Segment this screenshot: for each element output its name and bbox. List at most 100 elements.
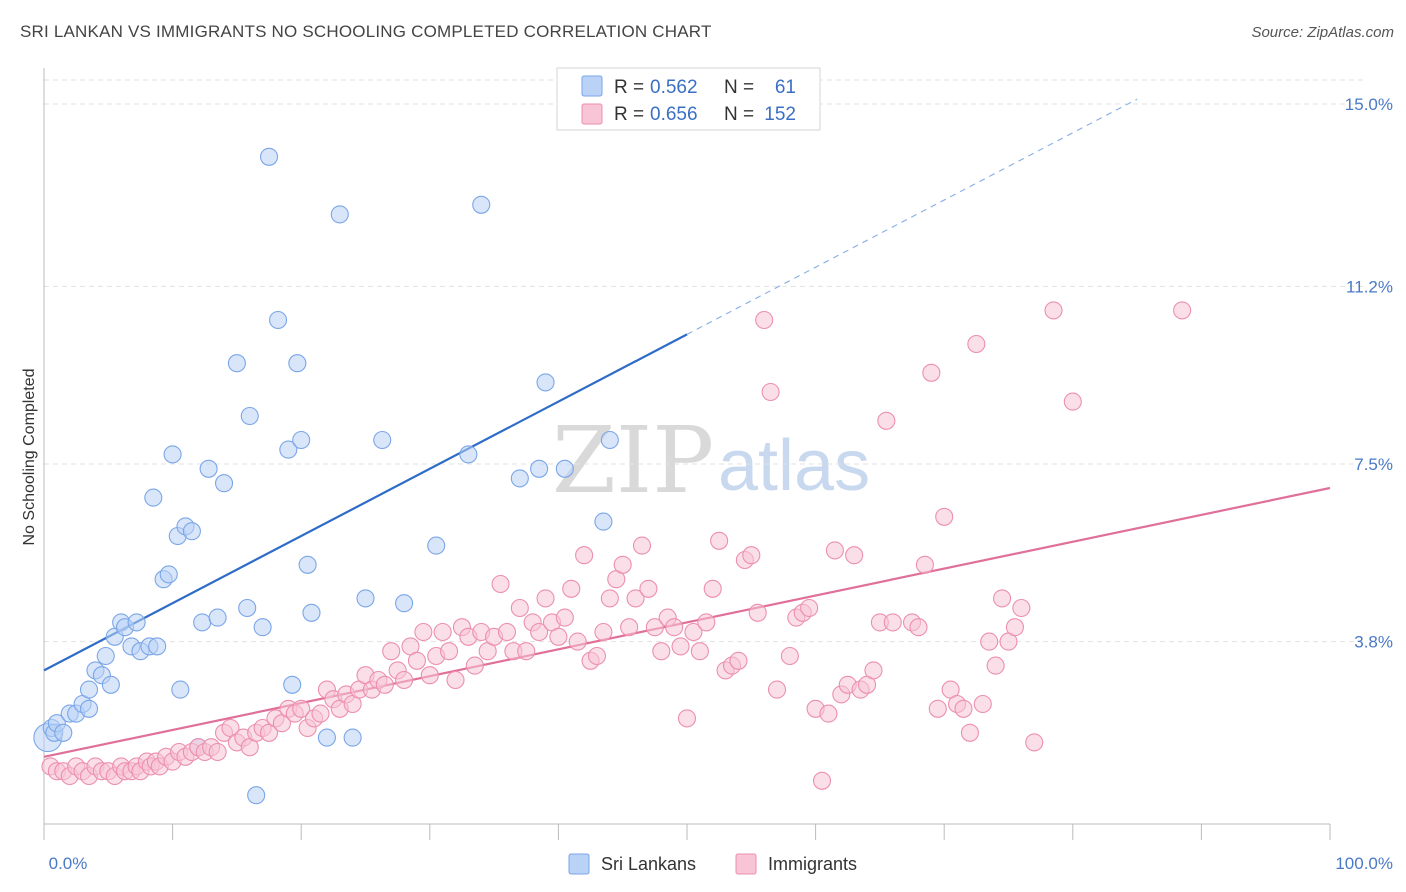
data-point [973,694,992,714]
data-point [980,632,999,651]
data-point [703,579,722,598]
series-sri-lankans [33,147,619,805]
data-point [407,651,426,670]
data-point [356,589,375,608]
watermark-zip: ZIP [552,407,714,514]
data-point [639,579,658,598]
data-point [259,147,279,166]
legend-swatch-immigrants [581,103,603,125]
data-point [536,373,555,392]
data-point [54,723,73,742]
data-point [652,642,671,661]
bottom-legend-label-immigrants: Immigrants [768,854,857,874]
data-point [491,574,510,594]
data-point [433,622,452,642]
x-tick-label: 100.0% [1335,854,1393,873]
data-point [317,728,336,747]
data-point [677,709,697,728]
trend-line [43,486,1331,758]
data-point [446,670,465,690]
bottom-legend: Sri Lankans Immigrants [568,853,857,875]
data-point [440,642,459,661]
watermark: ZIP atlas [552,407,870,514]
data-point [684,622,703,642]
chart-source: Source: ZipAtlas.com [1251,24,1394,41]
data-point [549,627,568,646]
legend-r-value-1: 0.656 [650,104,698,125]
data-point [96,646,115,666]
trend-lines [43,98,1331,758]
data-point [414,622,433,642]
data-point [530,459,549,478]
data-point [600,430,619,450]
data-point [395,594,414,613]
data-point [238,598,257,618]
data-point [79,699,99,718]
data-point [594,622,613,642]
data-point [568,632,587,651]
data-point [665,618,684,637]
data-point [148,637,167,656]
data-point [755,310,774,330]
data-point [510,469,529,488]
data-point [915,555,934,574]
y-tick-label: 3.8% [1354,633,1393,652]
data-point [208,608,227,627]
data-point [575,546,594,565]
data-point [311,704,330,723]
data-point [986,656,1005,675]
data-point [292,699,311,718]
data-point [594,512,613,531]
data-point [1063,392,1082,411]
y-tick-label: 11.2% [1346,277,1393,296]
data-point [427,536,446,555]
y-tick-label: 15.0% [1345,95,1393,114]
data-point [928,699,947,718]
data-point [690,642,709,661]
data-point [883,613,902,632]
data-point [555,608,574,627]
bottom-legend-swatch-immigrants [735,853,757,875]
data-point [812,771,832,790]
data-point [395,670,414,690]
data-point [330,205,349,224]
data-point [697,613,716,632]
bottom-legend-label-sri-lankans: Sri Lankans [601,854,696,874]
data-point [555,459,574,478]
data-point [375,675,394,694]
legend-r-label-0: R = [614,77,644,98]
data-point [645,618,664,637]
data-points [33,147,1192,805]
chart-title: SRI LANKAN VS IMMIGRANTS NO SCHOOLING CO… [20,22,712,41]
series-immigrants [41,301,1192,790]
data-point [819,704,838,723]
data-point [253,618,272,637]
data-point [343,728,362,747]
data-point [214,474,234,493]
data-point [1173,301,1192,320]
data-point [459,445,478,464]
data-point [864,661,883,680]
data-point [761,382,780,402]
data-point [279,440,298,459]
data-point [240,406,259,426]
data-point [1025,733,1044,752]
data-point [193,613,212,632]
data-point [465,656,484,675]
data-point [1005,618,1024,637]
data-point [600,589,619,608]
data-point [742,546,761,565]
data-point [420,666,439,685]
data-point [373,430,392,450]
data-point [292,430,311,450]
data-point [825,541,844,560]
data-point [227,354,246,373]
data-point [79,680,99,699]
data-point [382,642,401,661]
data-point [632,536,652,555]
data-point [710,531,729,550]
data-point [101,675,120,694]
legend-r-value-0: 0.562 [650,77,698,98]
legend-n-label-0: N = [724,77,754,98]
